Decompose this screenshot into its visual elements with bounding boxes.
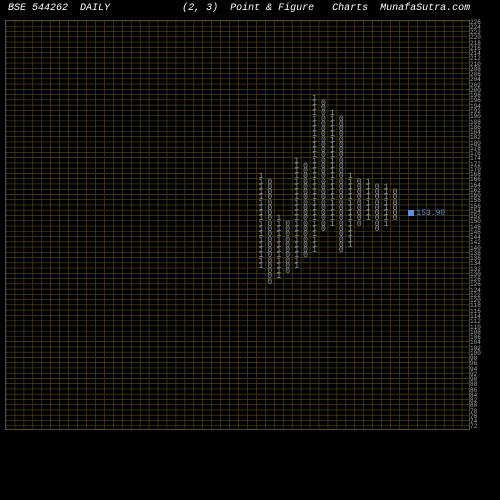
grid bbox=[6, 21, 469, 429]
pf-down-cell: 0 bbox=[337, 116, 346, 121]
chart-area: 1111111111111111110000000000000000000011… bbox=[5, 20, 470, 430]
pf-up-cell: 1 bbox=[382, 184, 391, 189]
pf-up-cell: 1 bbox=[256, 173, 265, 178]
interval: DAILY bbox=[80, 3, 110, 14]
ticker: BSE 544262 bbox=[8, 3, 68, 14]
pf-up-cell: 1 bbox=[310, 95, 319, 100]
pf-down-cell: 0 bbox=[283, 221, 292, 226]
pf-up-cell: 1 bbox=[328, 110, 337, 115]
pf-down-cell: 0 bbox=[301, 163, 310, 168]
pf-up-cell: 1 bbox=[346, 173, 355, 178]
price-marker: 153.90 bbox=[408, 209, 445, 218]
pf-down-cell: 0 bbox=[355, 179, 364, 184]
source-site: MunafaSutra.com bbox=[380, 3, 470, 14]
pf-up-cell: 1 bbox=[292, 158, 301, 163]
source-label: Charts bbox=[332, 3, 368, 14]
y-tick-label: 72 bbox=[470, 424, 477, 430]
pf-up-cell: 1 bbox=[364, 179, 373, 184]
chart-type: Point & Figure bbox=[230, 3, 314, 14]
pf-down-cell: 0 bbox=[319, 100, 328, 105]
chart-header: BSE 544262 DAILY (2, 3) Point & Figure C… bbox=[8, 3, 492, 14]
price-marker-value: 153.90 bbox=[416, 209, 445, 218]
y-axis: 2262242222202182162142122102082062042022… bbox=[470, 20, 498, 430]
pf-up-cell: 1 bbox=[274, 215, 283, 220]
pf-down-cell: 0 bbox=[391, 189, 400, 194]
params: (2, 3) bbox=[182, 3, 218, 14]
pf-down-cell: 0 bbox=[265, 179, 274, 184]
pf-down-cell: 0 bbox=[373, 184, 382, 189]
price-marker-icon bbox=[408, 210, 414, 216]
